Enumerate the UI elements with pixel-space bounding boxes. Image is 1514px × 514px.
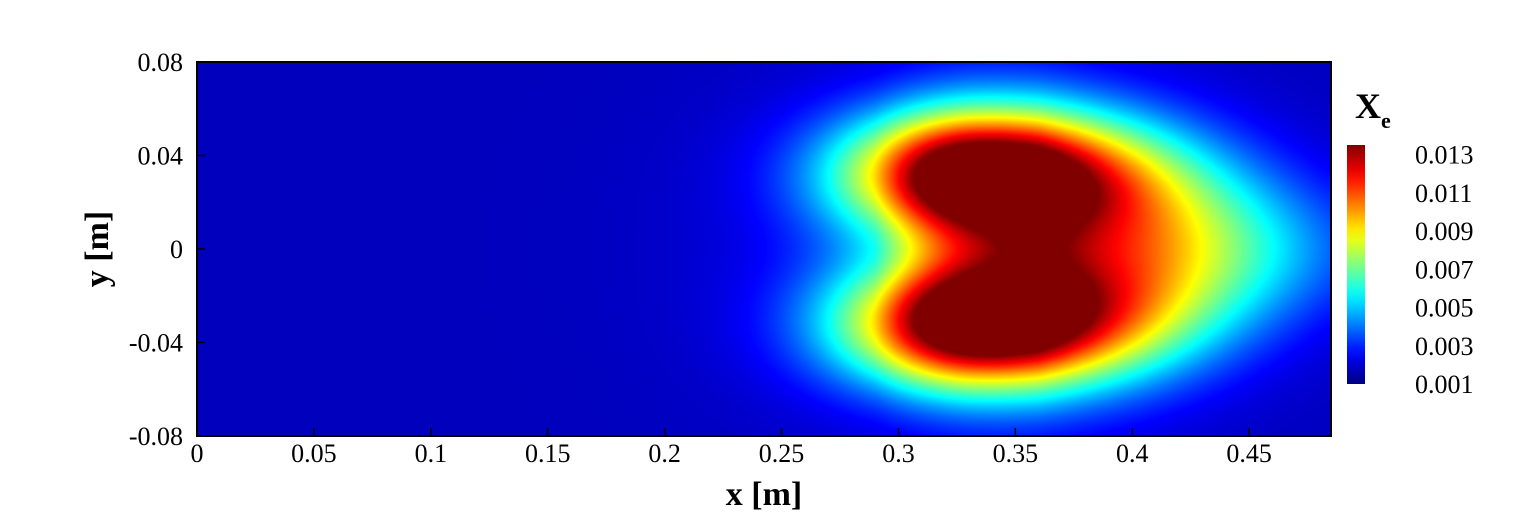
colorbar-tick-label: 0.013	[1415, 141, 1474, 170]
x-tick-label: 0.2	[648, 439, 681, 468]
x-tick-label: 0.05	[291, 439, 337, 468]
y-tick-label: 0.04	[138, 142, 184, 171]
colorbar-tick-label: 0.001	[1415, 370, 1474, 399]
colorbar-title-main: X	[1355, 86, 1381, 126]
heatmap-field	[197, 62, 1331, 436]
x-tick-label: 0.4	[1116, 439, 1149, 468]
x-tick-label: 0.35	[993, 439, 1039, 468]
colorbar-tick-label: 0.005	[1415, 294, 1474, 323]
x-axis-ticks: 0 0.05 0.1 0.15 0.2 0.25 0.3 0.35 0.4 0.45	[191, 428, 1272, 468]
colorbar-title-subscript: e	[1381, 108, 1391, 133]
colorbar-ticks: 0.013 0.011 0.009 0.007 0.005 0.003 0.001	[1415, 141, 1474, 399]
y-axis-label: y [m]	[79, 211, 116, 287]
heatmap-canvas-holder	[197, 62, 1331, 436]
x-axis-label: x [m]	[726, 476, 802, 513]
colorbar-tick-label: 0.011	[1415, 179, 1473, 208]
x-tick-label: 0.15	[525, 439, 571, 468]
y-tick-label: 0	[170, 235, 183, 264]
colorbar-tick-label: 0.009	[1415, 217, 1474, 246]
colorbar-tick-label: 0.003	[1415, 332, 1474, 361]
x-tick-label: 0.1	[415, 439, 448, 468]
y-tick-label: -0.08	[129, 422, 183, 451]
colorbar-title: Xe	[1355, 86, 1391, 133]
x-tick-label: 0.45	[1226, 439, 1272, 468]
y-tick-label: 0.08	[138, 48, 184, 77]
colorbar-gradient	[1347, 145, 1365, 384]
colorbar: 0.013 0.011 0.009 0.007 0.005 0.003 0.001 Xe	[1347, 86, 1474, 399]
y-axis-ticks: 0.08 0.04 0 -0.04 -0.08	[129, 48, 205, 451]
x-tick-label: 0	[191, 439, 204, 468]
y-tick-label: -0.04	[129, 329, 183, 358]
colorbar-tick-label: 0.007	[1415, 255, 1474, 284]
x-tick-label: 0.25	[759, 439, 805, 468]
x-tick-label: 0.3	[882, 439, 915, 468]
